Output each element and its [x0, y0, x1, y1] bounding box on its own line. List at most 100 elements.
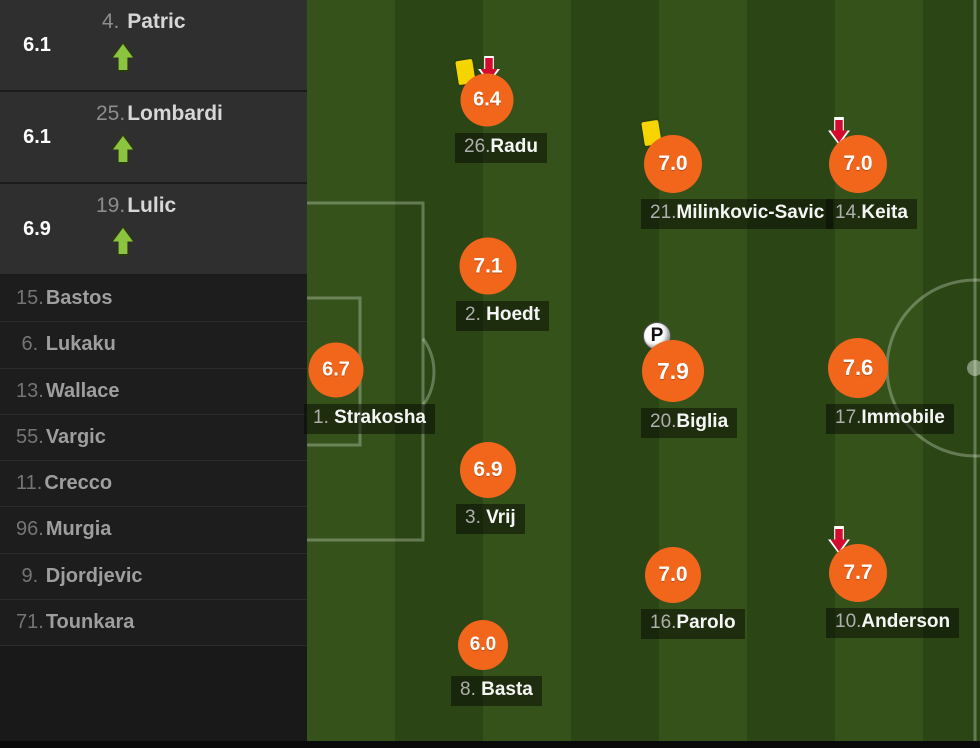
- shirt-number: 2.: [465, 303, 487, 325]
- player-name: Lulic: [127, 194, 177, 217]
- shirt-number: 17.: [835, 407, 862, 428]
- player-rating-badge[interactable]: 7.6: [828, 338, 888, 398]
- shirt-number: 16.: [650, 612, 677, 633]
- player-name: Bastos: [45, 287, 113, 309]
- substitute-row-rated[interactable]: 6.1 4. Patric: [0, 0, 307, 92]
- shirt-number: 71.: [16, 611, 44, 634]
- substitute-row[interactable]: 15. Bastos: [0, 276, 307, 323]
- player-name-label: 16.Parolo: [641, 609, 745, 639]
- shirt-number: 14.: [835, 202, 862, 223]
- substitutes-sidebar: 6.1 4. Patric 6.1 25.Lombardi 6.9: [0, 0, 307, 748]
- player-name-label: 3. Vrij: [456, 504, 525, 534]
- player-rating-badge[interactable]: 6.0: [458, 620, 508, 670]
- player-name: Immobile: [861, 407, 945, 428]
- rating-badge: 6.1: [8, 16, 66, 74]
- shirt-number: 15.: [16, 287, 44, 309]
- player-name: Biglia: [676, 411, 729, 432]
- rating-badge: 6.9: [8, 200, 66, 258]
- substitute-name-line: 19.Lulic: [96, 193, 176, 219]
- rating-badge: 6.1: [8, 108, 66, 166]
- shirt-number: 26.: [464, 135, 491, 157]
- rating-value: 7.1: [473, 254, 503, 277]
- player-name: Anderson: [861, 611, 951, 632]
- player-name: Tounkara: [45, 611, 135, 634]
- rating-value: 6.1: [23, 125, 51, 148]
- player-name-label: 26.Radu: [455, 132, 547, 163]
- substitute-info: 25.Lombardi: [96, 92, 223, 182]
- substitute-row[interactable]: 71. Tounkara: [0, 600, 307, 647]
- player-rating-badge[interactable]: 6.9: [460, 442, 516, 498]
- rating-value: 7.7: [843, 561, 873, 584]
- shirt-number: 20.: [650, 411, 677, 432]
- player-name: Vrij: [486, 507, 516, 528]
- rating-value: 7.0: [843, 152, 873, 175]
- player-name-label: 17.Immobile: [826, 404, 954, 434]
- player-name: Parolo: [676, 612, 736, 633]
- shirt-number: 4.: [96, 10, 126, 33]
- trend-up-arrow-icon: [111, 134, 135, 164]
- substitute-row[interactable]: 13. Wallace: [0, 368, 307, 415]
- substitute-row[interactable]: 55. Vargic: [0, 414, 307, 462]
- player-name-label: 10.Anderson: [826, 608, 960, 638]
- rating-value: 6.9: [23, 217, 51, 240]
- rating-value: 7.6: [842, 355, 874, 380]
- player-name: Wallace: [45, 379, 120, 402]
- rating-value: 6.4: [473, 88, 501, 111]
- player-rating-badge[interactable]: 7.7: [829, 544, 887, 602]
- rating-value: 7.9: [657, 357, 689, 384]
- shirt-number: 21.: [650, 202, 677, 223]
- football-pitch: 6.4 26.Radu 7.0 21.Milinkovic-Savic 7.0 …: [304, 0, 980, 748]
- player-name: Keita: [861, 202, 908, 223]
- player-name: Basta: [481, 679, 533, 700]
- substitute-info: 4. Patric: [96, 0, 186, 90]
- shirt-number: 55.: [16, 425, 44, 448]
- shirt-number: 25.: [96, 102, 126, 125]
- player-name-label: 21.Milinkovic-Savic: [641, 199, 834, 229]
- shirt-number: 96.: [16, 518, 44, 541]
- player-name-label: 20.Biglia: [641, 408, 738, 438]
- shirt-number: 13.: [16, 379, 44, 402]
- rating-value: 6.0: [469, 634, 497, 655]
- shirt-number: 9.: [16, 564, 44, 587]
- player-rating-badge[interactable]: 6.4: [460, 73, 514, 127]
- substitute-row[interactable]: 6. Lukaku: [0, 322, 307, 369]
- rating-value: 6.1: [23, 33, 51, 56]
- shirt-number: 10.: [835, 611, 862, 632]
- player-rating-badge[interactable]: 7.9: [642, 340, 704, 402]
- sidebar-filler: [0, 646, 307, 748]
- rated-substitutes-list: 6.1 4. Patric 6.1 25.Lombardi 6.9: [0, 0, 307, 276]
- trend-up-arrow-icon: [111, 226, 135, 256]
- shirt-number: 11.: [16, 472, 43, 495]
- substitute-name-line: 4. Patric: [96, 9, 186, 35]
- player-name: Patric: [127, 10, 186, 33]
- player-name: Vargic: [45, 425, 106, 448]
- rating-value: 6.9: [473, 458, 503, 481]
- rating-value: 7.0: [658, 152, 688, 175]
- player-name-label: 14.Keita: [826, 199, 917, 229]
- shirt-number: 19.: [96, 194, 126, 217]
- player-rating-badge[interactable]: 7.0: [645, 547, 701, 603]
- substitute-row[interactable]: 96. Murgia: [0, 507, 307, 554]
- substitute-row[interactable]: 11. Crecco: [0, 461, 307, 508]
- substitute-row-rated[interactable]: 6.1 25.Lombardi: [0, 92, 307, 184]
- player-name-label: 8. Basta: [451, 676, 542, 706]
- player-name: Lombardi: [127, 102, 223, 125]
- player-rating-badge[interactable]: 7.0: [644, 135, 702, 193]
- player-rating-badge[interactable]: 6.7: [308, 342, 364, 398]
- player-rating-badge[interactable]: 7.0: [829, 135, 887, 193]
- rating-value: 6.7: [322, 358, 350, 381]
- substitute-info: 19.Lulic: [96, 184, 176, 274]
- player-name: Crecco: [44, 472, 113, 495]
- player-name: Murgia: [45, 518, 112, 541]
- player-name: Hoedt: [486, 303, 540, 325]
- player-name: Lukaku: [45, 333, 116, 356]
- shirt-number: 3.: [465, 507, 487, 528]
- substitute-row-rated[interactable]: 6.9 19.Lulic: [0, 184, 307, 276]
- player-name: Strakosha: [334, 406, 426, 428]
- substitute-row[interactable]: 9. Djordjevic: [0, 553, 307, 601]
- player-rating-badge[interactable]: 7.1: [459, 237, 517, 295]
- player-name: Radu: [490, 135, 538, 157]
- player-name-label: 2. Hoedt: [456, 300, 549, 331]
- player-name-label: 1. Strakosha: [304, 403, 435, 434]
